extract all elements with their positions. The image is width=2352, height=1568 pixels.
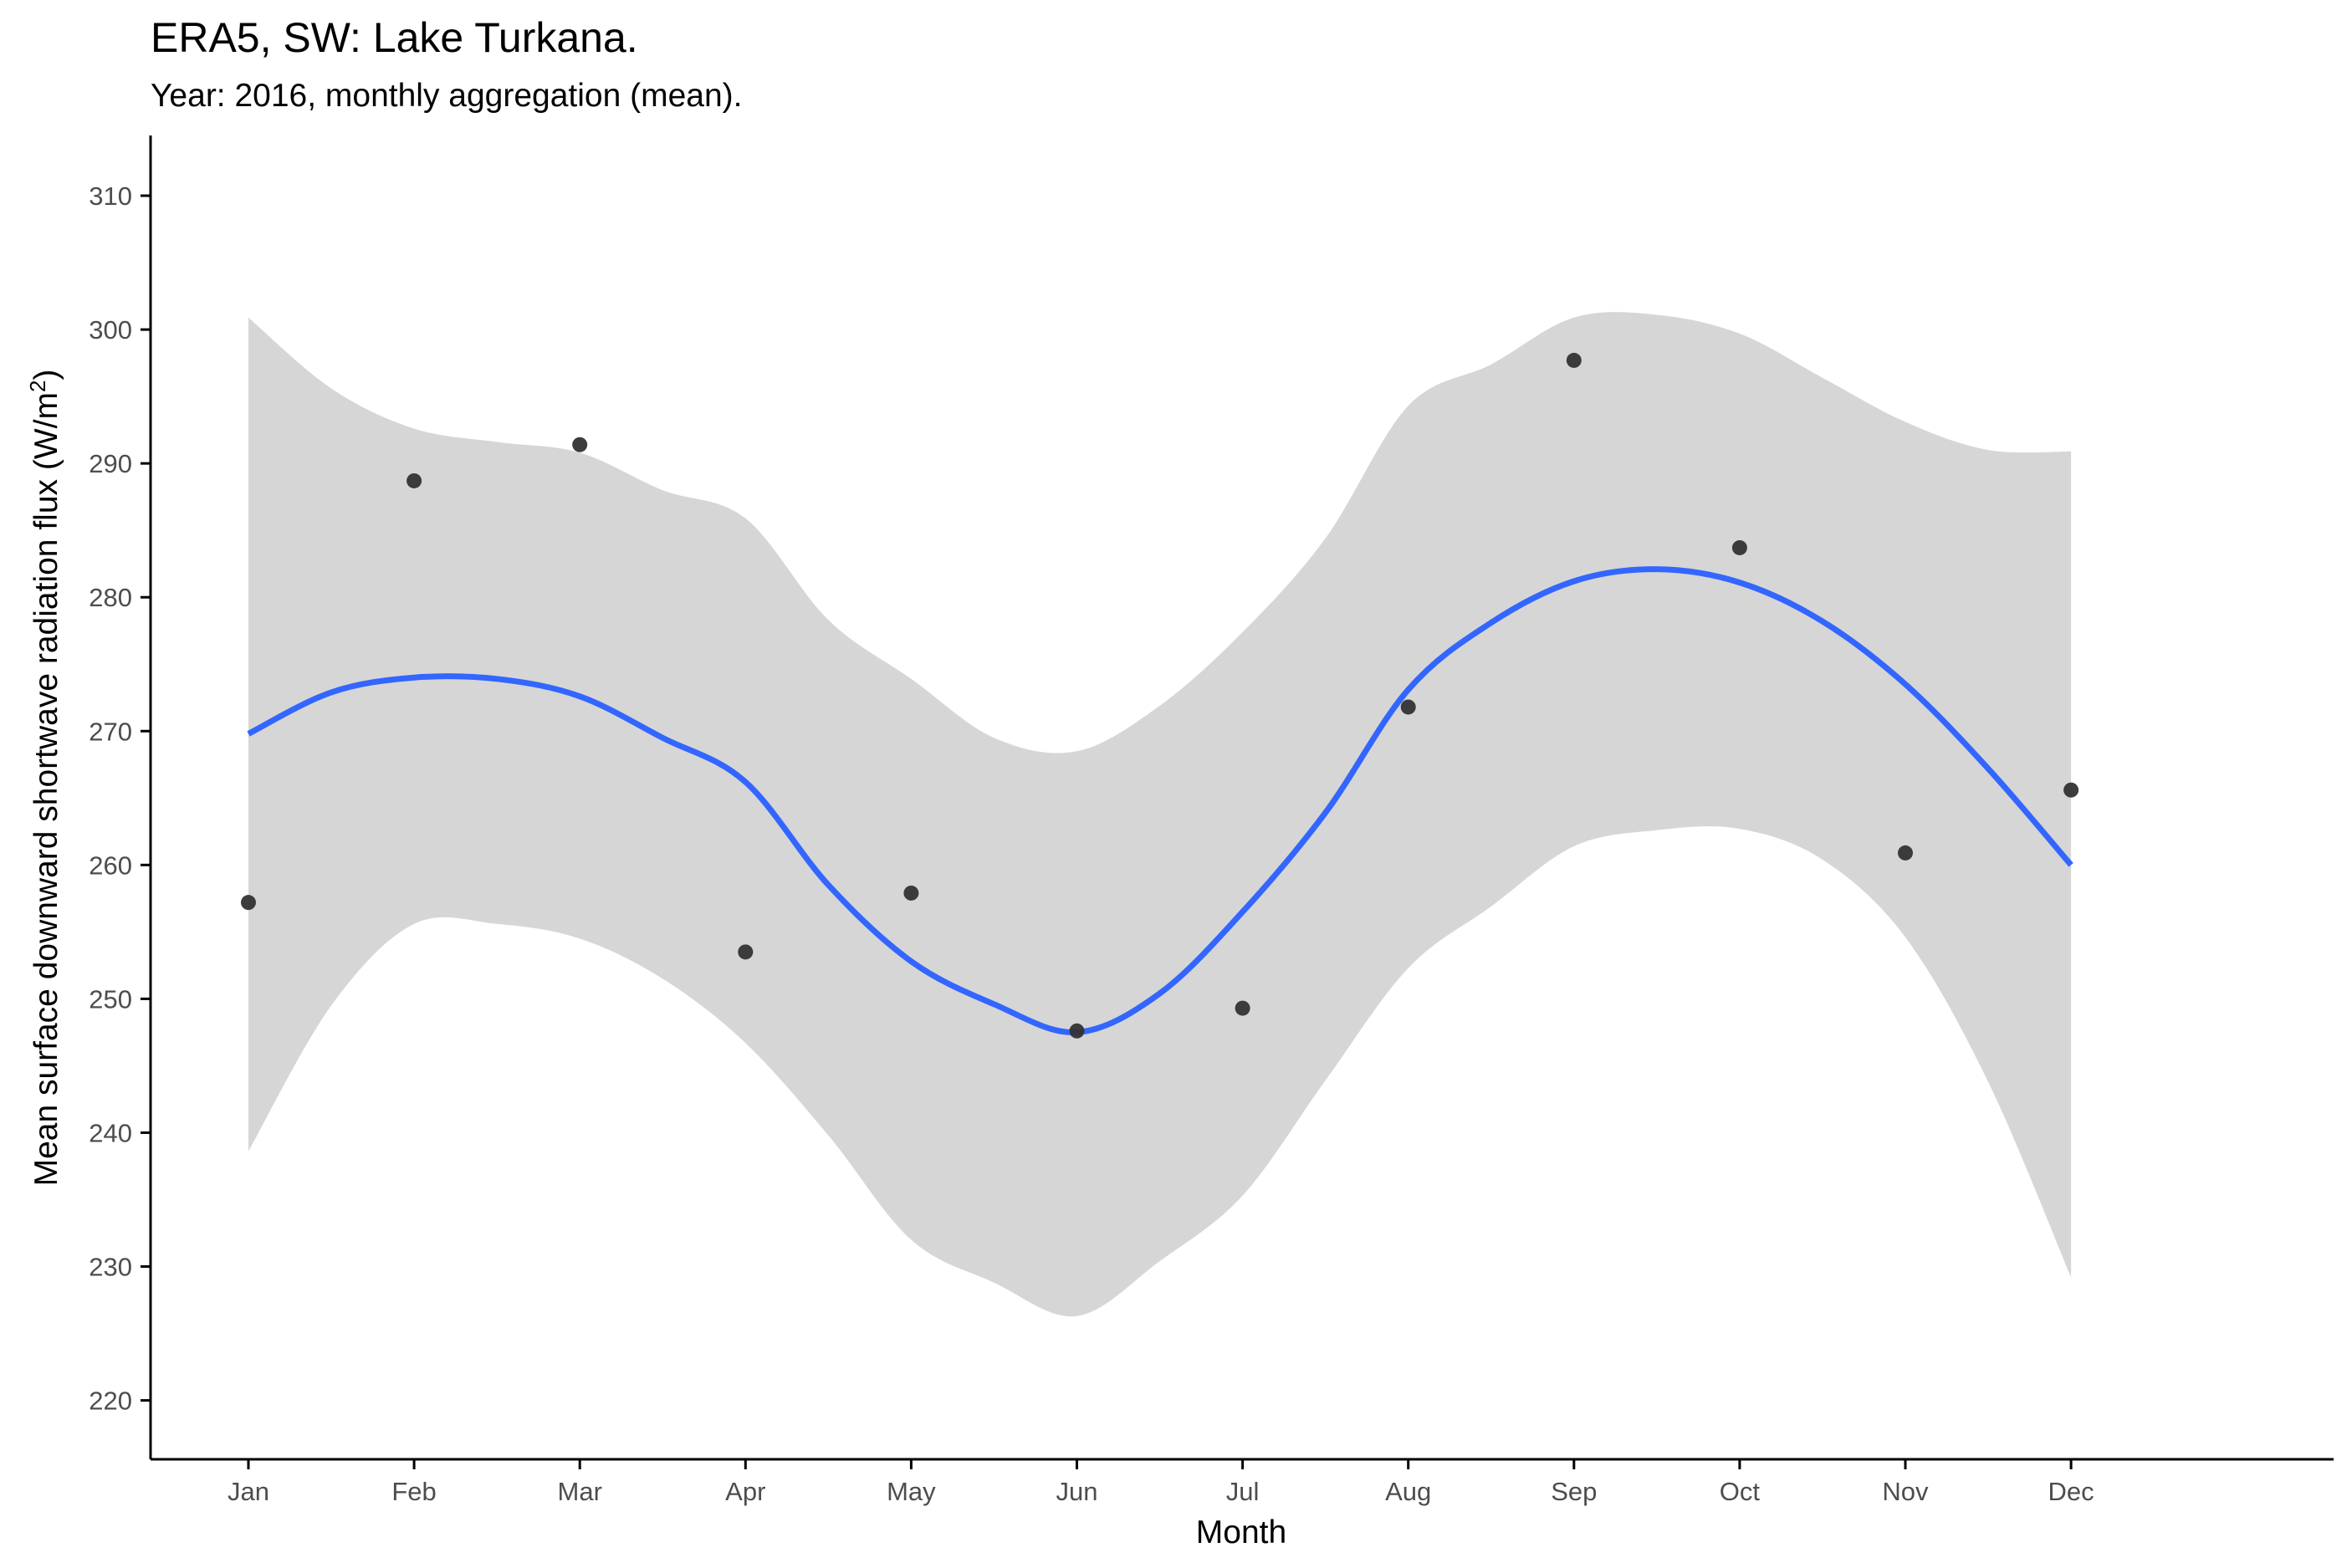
y-tick-label-250: 250 [89,984,132,1014]
data-point-jul [1235,1000,1250,1016]
x-tick-label-jun: Jun [1056,1477,1098,1506]
data-point-may [903,885,919,901]
y-axis-title: Mean surface downward shortwave radiatio… [25,370,64,1187]
data-point-jan [241,895,256,911]
x-tick-label-mar: Mar [558,1477,602,1506]
plot-area [241,312,2079,1317]
y-tick-label-280: 280 [89,583,132,612]
y-tick-label-300: 300 [89,315,132,345]
x-tick-label-oct: Oct [1720,1477,1761,1506]
y-axis: 220 230 240 250 260 270 280 290 300 310 [89,135,152,1459]
x-tick-label-jul: Jul [1226,1477,1260,1506]
y-tick-label-270: 270 [89,717,132,746]
x-axis: Jan Feb Mar Apr May Jun Jul Aug Sep Oct Nov Dec [151,1458,2334,1506]
data-points [241,352,2079,1039]
data-point-mar [572,437,588,452]
data-point-oct [1731,539,1747,555]
data-point-jun [1069,1023,1085,1039]
y-tick-label-230: 230 [89,1253,132,1282]
data-point-dec [2063,782,2079,798]
x-tick-label-feb: Feb [391,1477,436,1506]
y-tick-label-240: 240 [89,1118,132,1147]
data-point-nov [1898,845,1913,861]
x-tick-label-nov: Nov [1882,1477,1929,1506]
chart-subtitle: Year: 2016, monthly aggregation (mean). [151,78,743,114]
x-tick-label-may: May [887,1477,936,1506]
confidence-band [248,312,2072,1317]
y-tick-label-260: 260 [89,850,132,880]
y-tick-label-220: 220 [89,1387,132,1416]
data-point-feb [406,472,422,488]
x-axis-title: Month [1196,1514,1286,1550]
smooth-line [247,566,2073,1035]
data-point-sep [1566,352,1582,368]
chart-title: ERA5, SW: Lake Turkana. [151,14,638,61]
y-tick-label-310: 310 [89,181,132,211]
data-point-apr [738,944,754,960]
y-tick-label-290: 290 [89,449,132,478]
x-tick-label-aug: Aug [1385,1477,1431,1506]
x-tick-label-jan: Jan [228,1477,269,1506]
x-tick-label-dec: Dec [2048,1477,2094,1506]
x-tick-label-apr: Apr [725,1477,765,1506]
data-point-aug [1400,699,1416,715]
x-tick-label-sep: Sep [1551,1477,1597,1506]
